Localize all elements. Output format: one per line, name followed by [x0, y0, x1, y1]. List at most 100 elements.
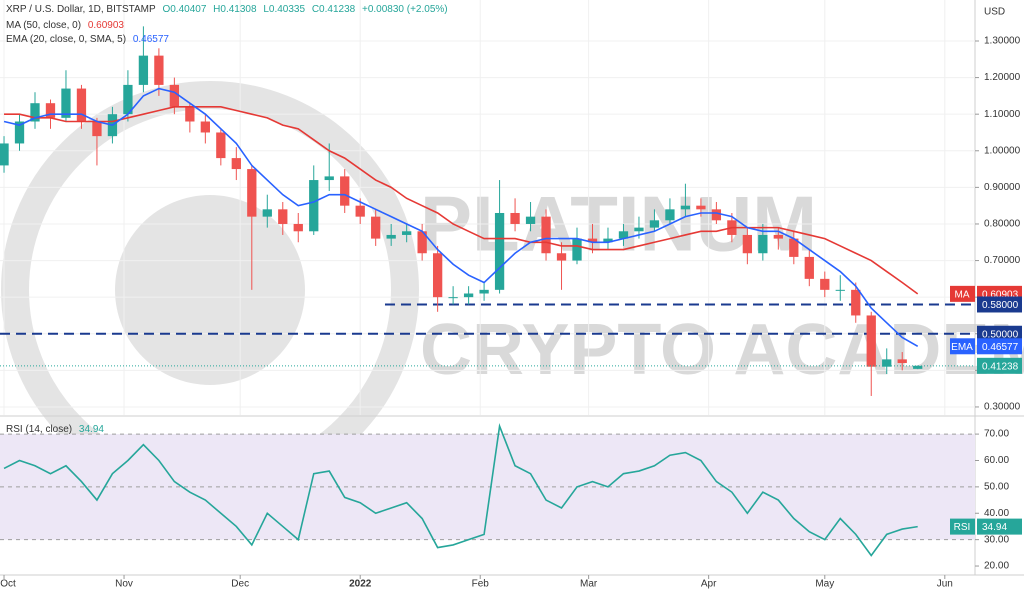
rsi-legend: RSI (14, close) 34.94	[6, 424, 108, 435]
y-tick-label: 1.30000	[984, 36, 1021, 47]
ohlc-label: C0.41238	[311, 4, 356, 15]
y-tick-label: 20.00	[984, 561, 1009, 572]
candle-body	[556, 253, 567, 261]
watermark-coin	[115, 195, 305, 385]
candle-body	[76, 88, 87, 122]
indicator-line	[3, 423, 918, 557]
candle-body	[897, 359, 907, 364]
price-label: 0.58000	[982, 300, 1019, 311]
candle-body	[371, 216, 381, 239]
x-tick-label: May	[815, 579, 834, 590]
candle-body	[138, 55, 149, 85]
legend-name: RSI (14, close)	[6, 424, 73, 435]
price-label: 0.50000	[982, 329, 1019, 340]
y-tick-label: 0.30000	[984, 402, 1021, 413]
candle-body	[216, 132, 226, 159]
ma-legend: MA (50, close, 0) 0.60903	[6, 20, 128, 31]
ohlc-label: +0.00830 (+2.05%)	[361, 4, 448, 15]
candle-body	[123, 84, 133, 115]
candle-body	[618, 231, 629, 239]
candle-body	[494, 212, 505, 290]
candle-body	[340, 176, 350, 206]
candle-body	[200, 121, 210, 133]
candle-body	[804, 256, 814, 279]
y-tick-label: 40.00	[984, 508, 1009, 519]
candle-body	[92, 121, 102, 137]
price-label: 0.41238	[982, 361, 1019, 372]
price-tag-bg	[950, 338, 975, 355]
ohlc-label: H0.41308	[213, 4, 257, 15]
header-line: XRP / U.S. Dollar, 1D, BITSTAMP O0.40407…	[6, 4, 452, 15]
legend-value: 0.60903	[87, 20, 124, 31]
candle-body	[789, 238, 799, 257]
candle-body	[169, 84, 180, 107]
y-tick-label: 1.20000	[984, 72, 1021, 83]
candle-body	[510, 212, 520, 224]
price-tag: EMA	[951, 342, 973, 353]
candle-body	[882, 359, 892, 367]
candle-body	[742, 234, 753, 254]
candle-body	[30, 103, 40, 122]
price-tag-bg	[950, 518, 975, 535]
candle-body	[773, 234, 783, 239]
y-tick-label: 0.90000	[984, 182, 1021, 193]
y-tick-label: 0.80000	[984, 219, 1021, 230]
legend-name: EMA (20, close, 0, SMA, 5)	[6, 34, 127, 45]
legend-value: 34.94	[78, 424, 104, 435]
x-tick-label: Apr	[701, 579, 717, 590]
candle-body	[278, 209, 288, 224]
symbol-title: XRP / U.S. Dollar, 1D, BITSTAMP	[6, 4, 156, 15]
legend-name: MA (50, close, 0)	[6, 20, 82, 31]
candle-body	[45, 103, 56, 118]
candle-body	[820, 278, 830, 290]
candle-body	[324, 176, 334, 181]
watermark-text: CRYPTO ACADEMY	[420, 310, 1024, 390]
y-tick-label: 50.00	[984, 482, 1009, 493]
candle-body	[0, 143, 9, 166]
candle-body	[696, 205, 706, 210]
candle-body	[634, 227, 644, 232]
price-label: 0.46577	[982, 342, 1019, 353]
price-label: 34.94	[982, 522, 1007, 533]
x-tick-label: Nov	[115, 579, 133, 590]
price-label-bg	[977, 325, 1022, 342]
candle-body	[525, 216, 536, 224]
price-label-bg	[977, 338, 1022, 355]
candle-body	[448, 297, 458, 299]
x-tick-label: Jun	[937, 579, 953, 590]
candle-body	[247, 169, 257, 217]
price-label-bg	[977, 296, 1022, 313]
price-label-bg	[977, 518, 1022, 535]
candle-body	[866, 315, 876, 367]
candle-body	[603, 238, 613, 243]
candle-body	[913, 365, 923, 369]
candle-body	[14, 121, 25, 144]
candle-body	[711, 209, 722, 221]
y-tick-label: 0.70000	[984, 255, 1021, 266]
candle-body	[587, 238, 598, 243]
candle-body	[185, 106, 195, 122]
candle-body	[417, 231, 427, 254]
currency-label: USD	[984, 7, 1005, 18]
y-tick-label: 1.00000	[984, 145, 1021, 156]
candle-body	[649, 220, 660, 228]
candle-body	[463, 293, 474, 298]
ema-legend: EMA (20, close, 0, SMA, 5) 0.46577	[6, 34, 173, 45]
candle-body	[231, 158, 241, 170]
candle-body	[541, 216, 551, 254]
y-tick-label: 30.00	[984, 534, 1009, 545]
candle-body	[835, 289, 845, 291]
candle-body	[386, 234, 396, 239]
x-tick-label: Oct	[0, 579, 16, 590]
ohlc-label: L0.40335	[263, 4, 306, 15]
candle-body	[309, 180, 319, 232]
candle-body	[851, 289, 861, 316]
legend-value: 0.46577	[132, 34, 169, 45]
candle-body	[432, 253, 443, 298]
y-tick-label: 60.00	[984, 455, 1009, 466]
price-tag: RSI	[954, 522, 971, 533]
candle-body	[680, 205, 691, 210]
candle-body	[758, 234, 768, 254]
